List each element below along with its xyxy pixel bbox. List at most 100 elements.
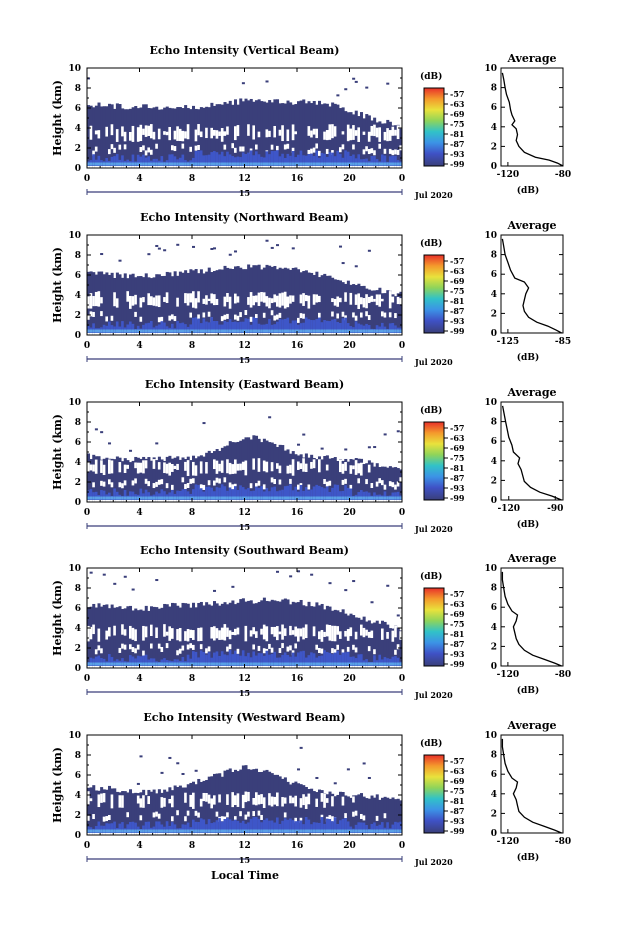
echo-column	[391, 628, 395, 668]
y-tick-label: 2	[75, 311, 81, 321]
echo-strong	[142, 154, 146, 166]
colorbar-tick-label: -81	[450, 129, 464, 139]
echo-strongest	[257, 496, 261, 500]
echo-gap	[241, 794, 245, 809]
echo-strongest	[121, 662, 125, 666]
echo-strong	[381, 154, 385, 166]
echo-strongest	[144, 829, 148, 833]
echo-column	[336, 104, 340, 168]
echo-strong	[115, 321, 119, 333]
average-y-tick-label: 0	[491, 496, 497, 506]
echo-gap	[370, 483, 374, 488]
echo-gap	[165, 643, 169, 649]
echo-gap	[121, 126, 125, 137]
echo-gap	[399, 477, 403, 483]
echo-gap	[87, 314, 91, 320]
echo-gap	[315, 644, 319, 650]
echo-gap	[215, 500, 219, 502]
echo-gap	[325, 464, 329, 471]
echo-column	[360, 112, 364, 168]
echo-column	[142, 277, 146, 335]
echo-strongest	[399, 829, 403, 833]
echo-strong	[349, 488, 353, 500]
echo-gap	[276, 145, 280, 151]
echo-strong	[210, 657, 214, 666]
echo-gap	[294, 166, 298, 168]
echo-gap	[257, 810, 261, 816]
echo-gap	[228, 166, 232, 168]
echo-gap	[163, 166, 167, 168]
echo-gap	[257, 131, 261, 138]
echo-gap	[255, 295, 259, 303]
echo-strongest	[239, 162, 243, 166]
echo-gap	[100, 297, 104, 304]
echo-column	[394, 625, 398, 668]
echo-strong	[239, 157, 243, 166]
echo-speckle	[102, 573, 106, 576]
echo-gap	[270, 477, 274, 483]
echo-gap	[115, 166, 119, 168]
echo-gap	[299, 798, 303, 808]
echo-gap	[278, 293, 282, 308]
echo-gap	[168, 126, 172, 141]
echo-strongest	[139, 162, 143, 166]
echo-column	[362, 118, 366, 168]
echo-strongest	[265, 329, 269, 333]
echo-gap	[365, 146, 369, 152]
echo-gap	[378, 127, 382, 142]
echo-strongest	[252, 496, 256, 500]
echo-strongest	[294, 829, 298, 833]
echo-gap	[157, 479, 161, 485]
echo-gap	[286, 465, 290, 474]
echo-gap	[220, 460, 224, 473]
colorbar-tick-label: -57	[450, 589, 464, 599]
echo-strongest	[192, 162, 196, 166]
average-title: Average	[506, 52, 556, 65]
echo-gap	[184, 833, 188, 835]
echo-gap	[265, 833, 269, 835]
echo-gap	[341, 833, 345, 835]
echo-strong	[312, 822, 316, 833]
echo-column	[134, 277, 138, 335]
echo-gap	[150, 643, 154, 649]
echo-strongest	[226, 496, 230, 500]
echo-column	[304, 270, 308, 335]
y-tick-label: 4	[75, 791, 81, 801]
echo-gap	[197, 166, 201, 168]
echo-gap	[278, 479, 282, 485]
echo-strong	[391, 322, 395, 333]
echo-strongest	[255, 329, 259, 333]
echo-gap	[234, 126, 238, 141]
echo-strong	[226, 817, 230, 833]
day-label: 15	[239, 355, 250, 365]
echo-strong	[192, 157, 196, 166]
echo-strong	[202, 491, 206, 500]
echo-strongest	[134, 162, 138, 166]
echo-strong	[344, 485, 348, 500]
echo-gap	[215, 666, 219, 668]
echo-gap	[108, 500, 112, 502]
average-y-tick-label: 10	[484, 398, 497, 408]
echo-strongest	[357, 496, 361, 500]
echo-strongest	[370, 662, 374, 666]
echo-gap	[323, 333, 327, 335]
echo-strongest	[168, 329, 172, 333]
echo-gap	[273, 125, 277, 138]
echo-gap	[215, 130, 219, 139]
echo-strong	[281, 153, 285, 166]
echo-column	[336, 794, 340, 835]
echo-gap	[102, 666, 106, 668]
echo-gap	[220, 333, 224, 335]
echo-gap	[181, 500, 185, 502]
echo-strongest	[194, 329, 198, 333]
echo-gap	[299, 166, 303, 168]
echo-gap	[113, 292, 117, 307]
echo-strong	[307, 655, 311, 666]
echo-column	[215, 773, 219, 835]
echo-strongest	[286, 496, 290, 500]
echo-gap	[239, 312, 243, 318]
echo-gap	[375, 127, 379, 138]
echo-strong	[307, 490, 311, 500]
echo-speckle	[147, 253, 151, 256]
echo-column	[378, 287, 382, 335]
